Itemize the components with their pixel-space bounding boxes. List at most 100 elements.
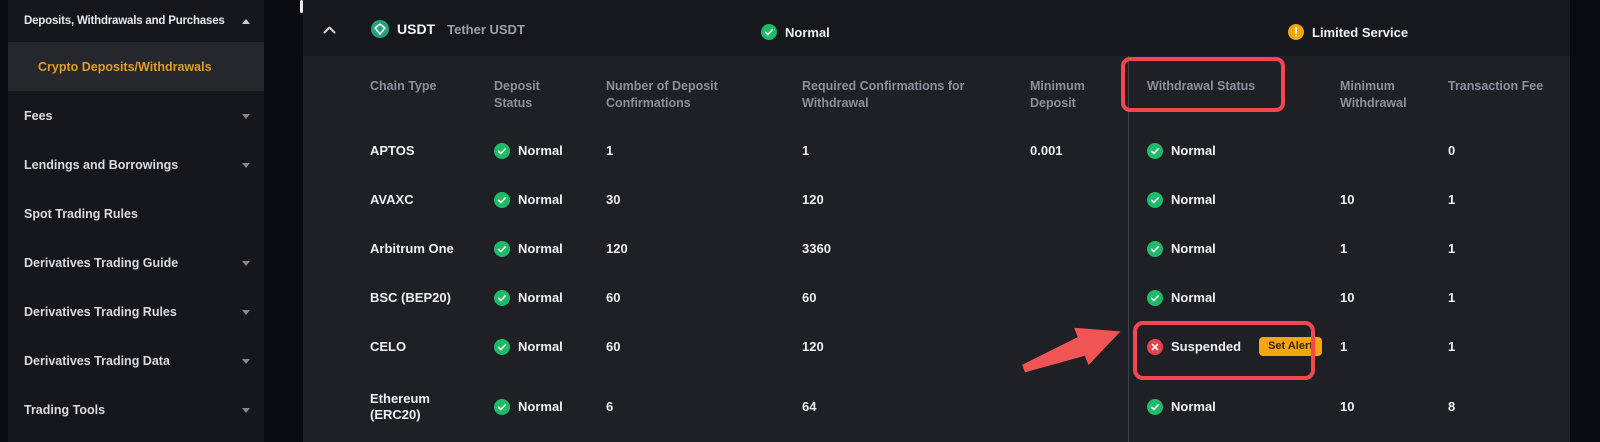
deposit-confirmations-value: 60: [606, 289, 621, 305]
transaction-fee-value: 1: [1448, 191, 1456, 207]
deposit-status-badge: Normal: [494, 289, 606, 306]
col-minimum-deposit: Minimum Deposit: [1030, 79, 1085, 110]
spacer: [303, 56, 370, 78]
sidebar-item-label: Derivatives Trading Rules: [24, 304, 177, 319]
x-circle-icon: [1147, 338, 1163, 355]
transaction-fee-value: 8: [1448, 398, 1456, 414]
overall-deposit-status: Normal: [761, 24, 830, 40]
coin-symbol: USDT: [397, 21, 436, 37]
table-row: APTOS Normal 1 1 0.001 Normal 0: [303, 126, 1570, 175]
sidebar-item-crypto-deposits-withdrawals[interactable]: Crypto Deposits/Withdrawals: [8, 42, 264, 91]
deposit-confirmations-value: 60: [606, 338, 621, 354]
status-label: Normal: [518, 289, 563, 305]
withdrawal-status-badge: Normal: [1128, 191, 1340, 208]
check-circle-icon: [494, 191, 510, 208]
minimum-withdrawal-value: 1: [1340, 338, 1348, 354]
withdrawal-status-badge: Normal: [1128, 289, 1340, 306]
sidebar-item-deposits-withdrawals-purchases[interactable]: Deposits, Withdrawals and Purchases: [8, 0, 264, 42]
sidebar-item-label: Derivatives Trading Guide: [24, 255, 179, 270]
sidebar-item-label: Lendings and Borrowings: [24, 157, 179, 172]
col-minimum-withdrawal: Minimum Withdrawal: [1340, 79, 1407, 110]
sidebar-item-label: Spot Trading Rules: [24, 206, 138, 221]
collapse-chevron-icon[interactable]: [323, 26, 336, 34]
status-label: Normal: [1171, 142, 1216, 158]
table-row: AVAXC Normal 30 120 Normal 10 1: [303, 175, 1570, 224]
sidebar-item-fees[interactable]: Fees: [8, 91, 264, 140]
check-circle-icon: [494, 338, 510, 355]
chevron-down-icon: [242, 163, 250, 168]
minimum-withdrawal-value: 10: [1340, 191, 1355, 207]
sidebar-item-label: Derivatives Trading Data: [24, 353, 170, 368]
check-circle-icon: [1147, 240, 1163, 257]
coin-name: Tether USDT: [447, 21, 525, 37]
status-label: Normal: [1171, 191, 1216, 207]
col-withdrawal-status: Withdrawal Status: [1147, 79, 1256, 93]
status-label: Suspended: [1171, 338, 1242, 354]
status-label: Normal: [1171, 289, 1216, 305]
withdrawal-confirmations-value: 64: [802, 398, 817, 414]
check-circle-icon: [761, 24, 777, 40]
sidebar-item-lendings-borrowings[interactable]: Lendings and Borrowings: [8, 140, 264, 189]
overall-withdrawal-status-label: Limited Service: [1312, 24, 1409, 40]
chevron-down-icon: [242, 359, 250, 364]
status-label: Normal: [1171, 240, 1216, 256]
sidebar: Deposits, Withdrawals and Purchases Cryp…: [8, 0, 264, 442]
transaction-fee-value: 1: [1448, 240, 1456, 256]
status-label: Normal: [518, 191, 563, 207]
withdrawal-status-suspended-badge: Suspended Set Alert: [1128, 337, 1340, 356]
chevron-down-icon: [242, 408, 250, 413]
withdrawal-confirmations-value: 60: [802, 289, 817, 305]
chevron-down-icon: [242, 310, 250, 315]
set-alert-button[interactable]: Set Alert: [1259, 337, 1322, 356]
deposit-status-badge: Normal: [494, 398, 606, 415]
chevron-up-icon: [242, 19, 250, 24]
deposit-status-badge: Normal: [494, 142, 606, 159]
deposit-confirmations-value: 120: [606, 240, 628, 256]
col-deposit-status: Deposit Status: [494, 79, 540, 110]
check-circle-icon: [494, 289, 510, 306]
chain-name: AVAXC: [370, 191, 414, 207]
status-label: Normal: [518, 398, 563, 414]
col-transaction-fee: Transaction Fee: [1448, 79, 1544, 93]
chain-name: BSC (BEP20): [370, 289, 451, 305]
sidebar-item-derivatives-trading-data[interactable]: Derivatives Trading Data: [8, 336, 264, 385]
table-row: Arbitrum One Normal 120 3360 Normal 1 1: [303, 224, 1570, 273]
col-deposit-confirmations: Number of Deposit Confirmations: [606, 79, 718, 110]
table-row: BSC (BEP20) Normal 60 60 Normal 10 1: [303, 273, 1570, 322]
withdrawal-confirmations-value: 120: [802, 191, 824, 207]
overall-withdrawal-status: Limited Service: [1288, 24, 1408, 40]
withdrawal-status-badge: Normal: [1128, 142, 1340, 159]
withdrawal-confirmations-value: 3360: [802, 240, 831, 256]
withdrawal-confirmations-value: 1: [802, 142, 810, 158]
chevron-down-icon: [242, 261, 250, 266]
deposit-confirmations-value: 6: [606, 398, 614, 414]
withdrawal-confirmations-value: 120: [802, 338, 824, 354]
chain-name: Ethereum (ERC20): [370, 390, 430, 422]
minimum-withdrawal-value: 10: [1340, 398, 1355, 414]
chain-table: Chain Type Deposit Status Number of Depo…: [303, 56, 1570, 442]
sidebar-active-item-label: Crypto Deposits/Withdrawals: [38, 59, 212, 74]
sidebar-item-spot-trading-rules[interactable]: Spot Trading Rules: [8, 189, 264, 238]
deposit-status-badge: Normal: [494, 240, 606, 257]
deposit-confirmations-value: 30: [606, 191, 621, 207]
sidebar-item-derivatives-trading-guide[interactable]: Derivatives Trading Guide: [8, 238, 264, 287]
coin-identity: USDT Tether USDT: [371, 20, 525, 38]
status-label: Normal: [518, 240, 563, 256]
table-row: Ethereum (ERC20) Normal 6 64 Normal 10 8: [303, 371, 1570, 442]
sidebar-item-trading-tools[interactable]: Trading Tools: [8, 385, 264, 434]
check-circle-icon: [494, 240, 510, 257]
deposit-status-badge: Normal: [494, 191, 606, 208]
withdrawal-status-badge: Normal: [1128, 398, 1340, 415]
col-chain-type: Chain Type: [370, 79, 437, 93]
scrollbar-thumb[interactable]: [300, 0, 303, 13]
sidebar-item-derivatives-trading-rules[interactable]: Derivatives Trading Rules: [8, 287, 264, 336]
coin-header: USDT Tether USDT Normal Limited Service: [303, 0, 1570, 56]
status-label: Normal: [518, 338, 563, 354]
chain-name: Arbitrum One: [370, 240, 454, 256]
minimum-deposit-value: 0.001: [1030, 142, 1063, 158]
deposit-confirmations-value: 1: [606, 142, 614, 158]
deposit-status-badge: Normal: [494, 338, 606, 355]
transaction-fee-value: 1: [1448, 338, 1456, 354]
warning-circle-icon: [1288, 24, 1304, 40]
check-circle-icon: [1147, 191, 1163, 208]
